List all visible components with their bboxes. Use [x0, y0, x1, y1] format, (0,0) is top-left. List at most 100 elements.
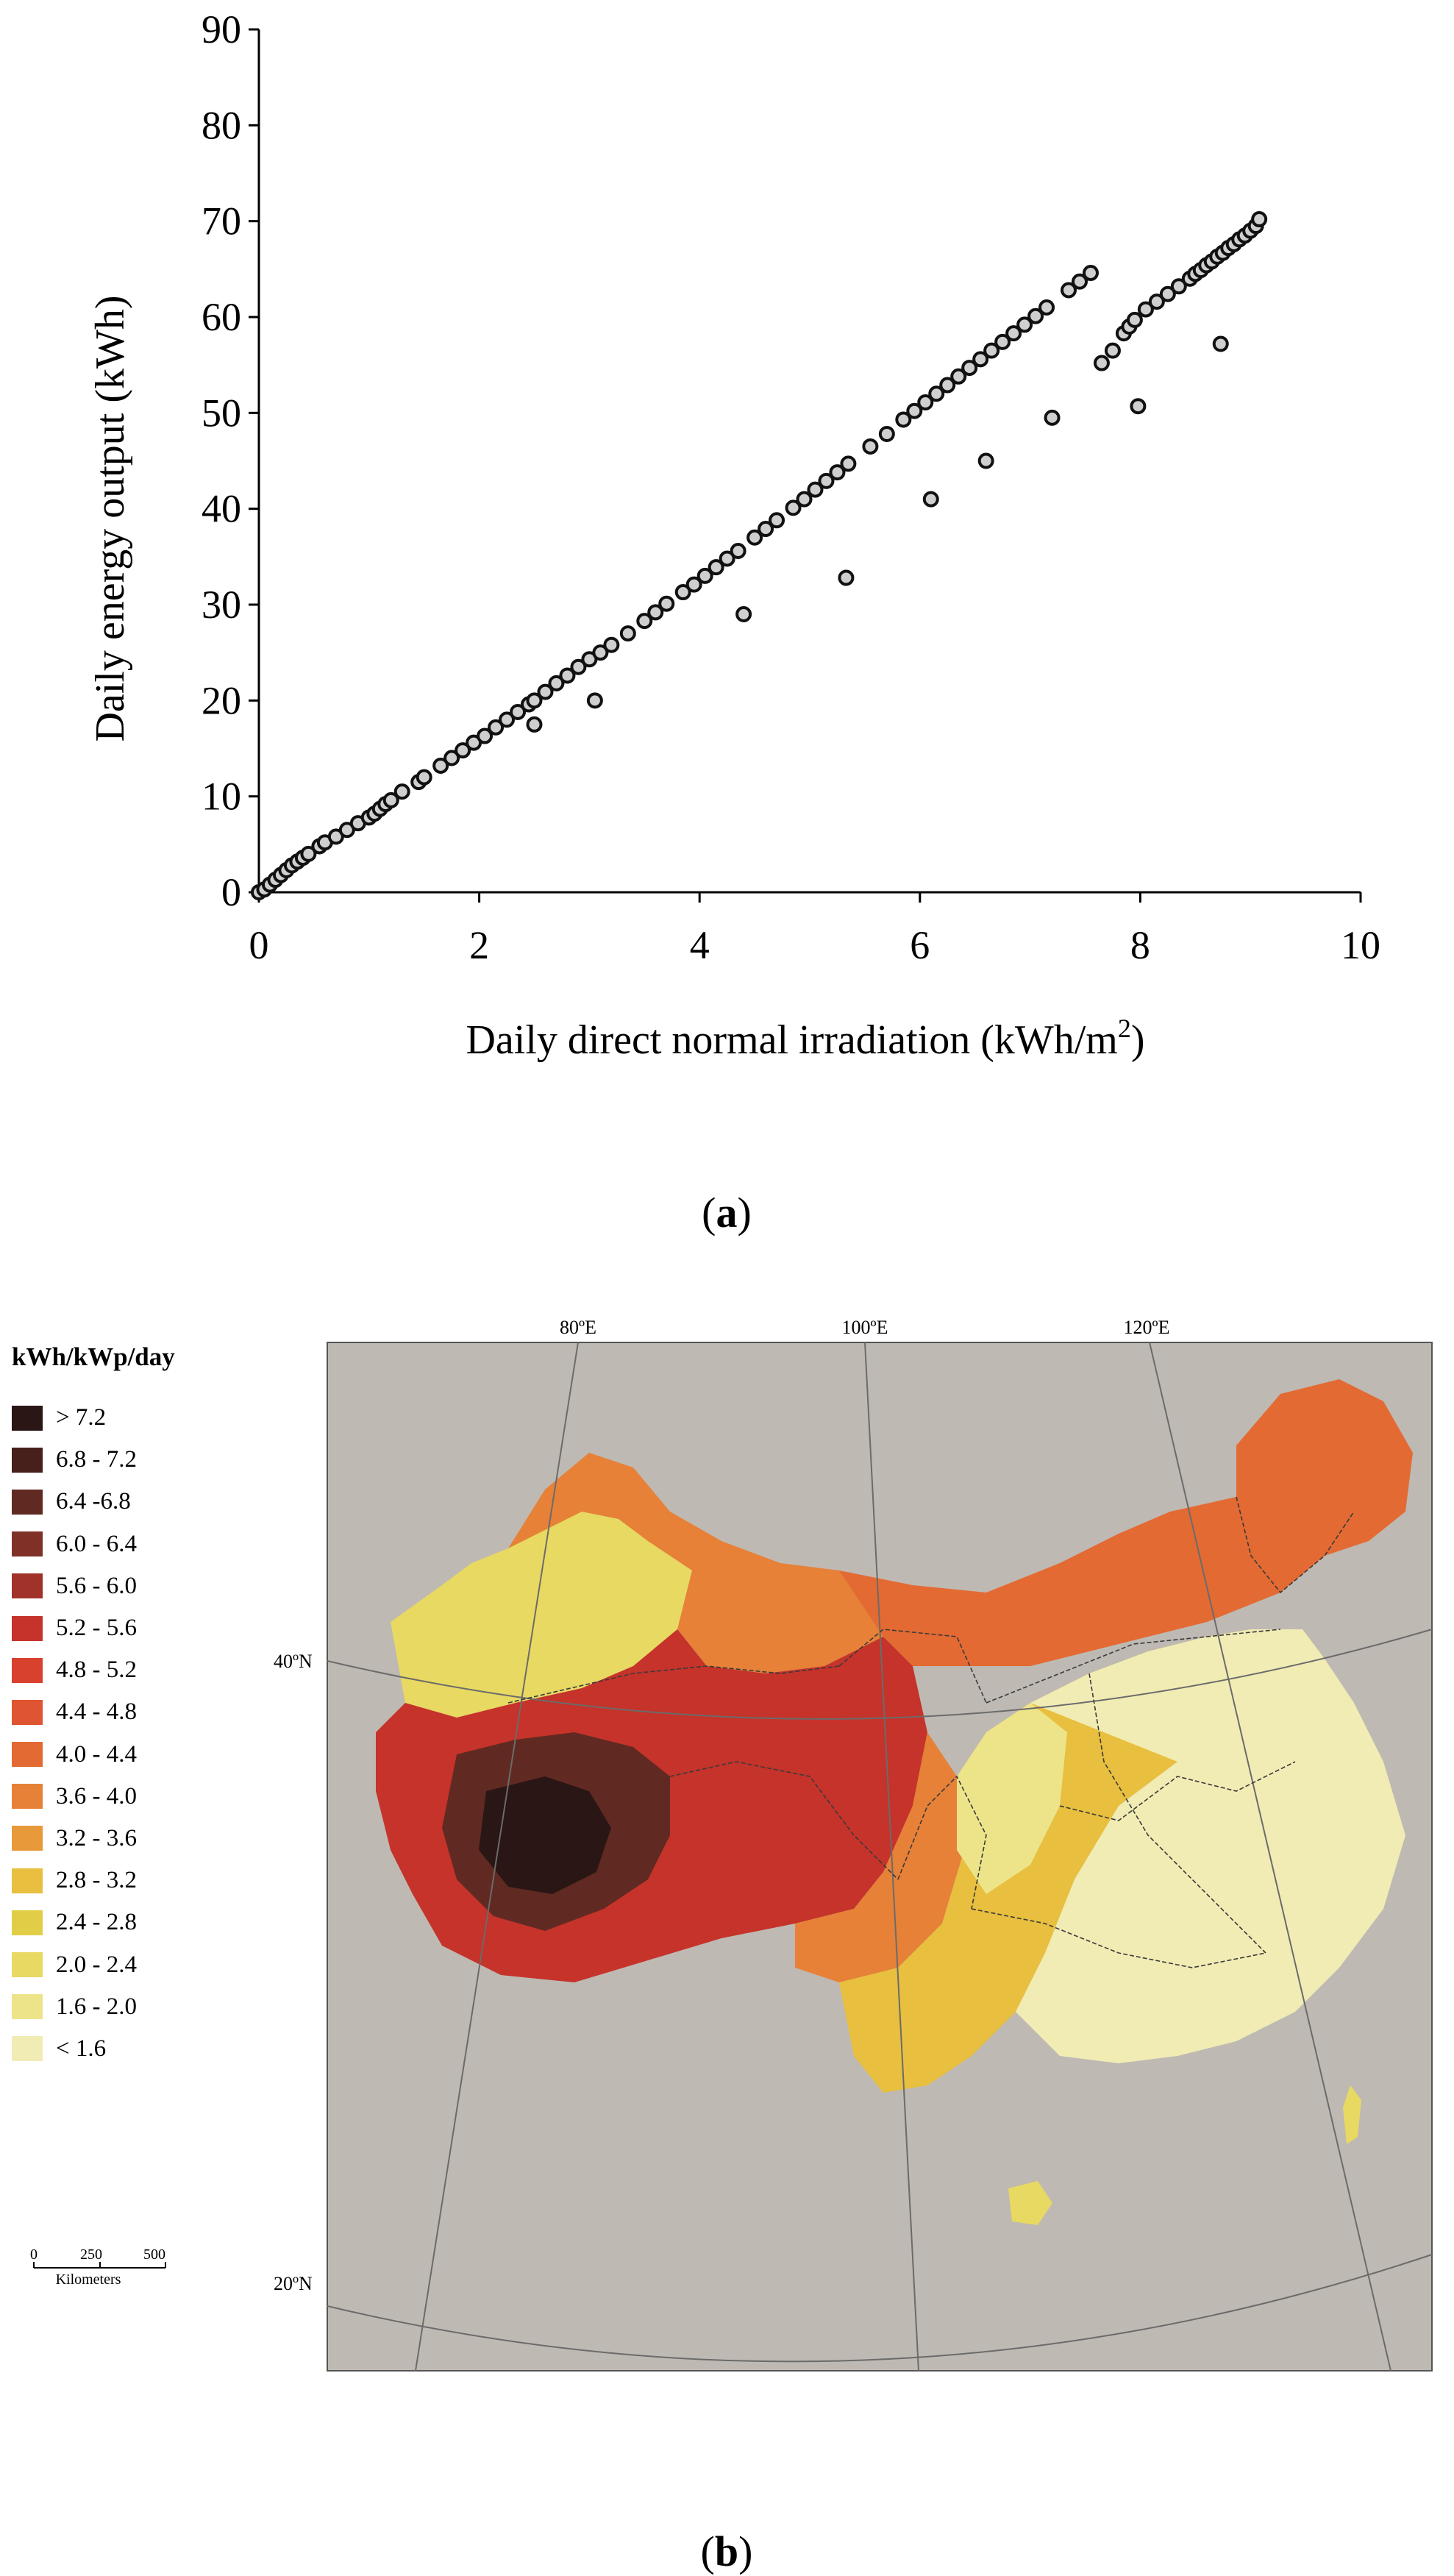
data-point: [994, 333, 1011, 350]
data-point: [696, 567, 713, 584]
legend-label: > 7.2: [56, 1404, 107, 1431]
panel-letter-a: a: [716, 1189, 738, 1237]
data-point: [862, 438, 879, 455]
y-tick-label: 40: [202, 487, 241, 531]
data-point: [1093, 355, 1110, 371]
data-point: [526, 716, 543, 733]
data-point: [922, 491, 939, 508]
data-point: [769, 512, 785, 529]
data-point: [1137, 301, 1154, 318]
data-point: [878, 426, 895, 443]
legend-swatch: [12, 1699, 43, 1725]
legend-item: 3.6 - 4.0: [10, 1776, 319, 1818]
scale-unit: Kilometers: [56, 2271, 121, 2288]
data-point: [1251, 211, 1268, 228]
data-point: [393, 783, 410, 800]
legend-swatch: [12, 2036, 43, 2062]
legend-label: 1.6 - 2.0: [56, 1993, 137, 2020]
data-point: [1082, 265, 1099, 282]
data-point: [559, 667, 576, 684]
china-pv-map: 80ºE 100ºE 120ºE: [324, 1320, 1435, 2377]
region-west-yellow: [391, 1512, 692, 1718]
data-point: [939, 377, 956, 394]
data-point: [961, 360, 978, 377]
data-point: [735, 606, 752, 623]
data-point: [537, 683, 554, 700]
data-point: [1061, 282, 1077, 299]
legend-label: 2.4 - 2.8: [56, 1909, 137, 1936]
legend-label: 5.6 - 6.0: [56, 1572, 137, 1599]
data-point: [746, 529, 763, 546]
data-point: [382, 791, 399, 808]
data-point: [972, 351, 989, 368]
legend-label: 4.8 - 5.2: [56, 1657, 137, 1684]
legend-item: 2.4 - 2.8: [10, 1901, 319, 1943]
y-tick-label: 20: [202, 678, 241, 722]
border-tibet-north: [507, 1665, 840, 1704]
data-point: [917, 394, 934, 410]
map-regions: [376, 1379, 1413, 2225]
data-point: [526, 692, 543, 709]
legend-item: 4.4 - 4.8: [10, 1691, 319, 1733]
data-point: [636, 613, 653, 630]
data-point: [818, 472, 835, 489]
region-east-pale: [1016, 1629, 1405, 2063]
legend-swatch: [12, 1573, 43, 1599]
data-point: [510, 703, 527, 720]
data-point: [300, 845, 317, 862]
panel-letter-b: b: [714, 2527, 739, 2575]
data-point: [619, 625, 636, 642]
data-point: [758, 521, 774, 538]
legend-swatch: [12, 1405, 43, 1431]
data-point: [950, 368, 967, 385]
data-point: [1072, 273, 1088, 290]
data-point: [928, 385, 945, 402]
scale-tick-500: 500: [143, 2247, 165, 2263]
border-qinghai: [669, 1761, 899, 1880]
data-point: [796, 491, 813, 508]
legend-item: 6.8 - 7.2: [10, 1439, 319, 1481]
border-east: [1088, 1673, 1266, 1954]
y-tick-label: 30: [202, 583, 241, 627]
map-legend: kWh/kWp/day > 7.2 6.8 - 7.2 6.4 -6.8 6.0 - …: [10, 1342, 319, 2070]
data-point: [1126, 311, 1143, 328]
meridian-120e: [1149, 1342, 1391, 2372]
legend-item: 6.4 -6.8: [10, 1481, 319, 1523]
meridian-100e: [864, 1342, 919, 2372]
region-taiwan: [1343, 2085, 1361, 2144]
border-gansu: [838, 1629, 987, 1704]
data-point: [906, 402, 923, 419]
legend-label: 5.2 - 5.6: [56, 1615, 137, 1642]
legend-swatch: [12, 1447, 43, 1473]
data-point: [416, 769, 432, 786]
legend-item: 5.2 - 5.6: [10, 1607, 319, 1649]
legend-swatch: [12, 1868, 43, 1893]
data-point: [603, 636, 620, 653]
legend-label: 3.6 - 4.0: [56, 1782, 137, 1810]
data-point: [455, 742, 471, 759]
label-80e: 80ºE: [560, 1320, 596, 1338]
legend-swatch: [12, 1531, 43, 1557]
legend-rows: > 7.2 6.8 - 7.2 6.4 -6.8 6.0 - 6.4 5.6 - 6.0…: [10, 1397, 319, 2070]
data-point: [977, 452, 994, 469]
data-point: [895, 411, 912, 428]
legend-label: 3.2 - 3.6: [56, 1824, 137, 1851]
data-point: [983, 342, 1000, 359]
data-point: [592, 644, 609, 661]
legend-item: 1.6 - 2.0: [10, 1986, 319, 2028]
legend-swatch: [12, 1742, 43, 1768]
label-100e: 100ºE: [842, 1320, 888, 1338]
region-sichuan-pale: [957, 1703, 1067, 1894]
legend-item: < 1.6: [10, 2028, 319, 2070]
data-point: [586, 692, 603, 709]
legend-swatch: [12, 1784, 43, 1810]
y-tick-label: 50: [202, 391, 241, 435]
province-borders: [507, 1496, 1355, 1968]
border-sichuan: [897, 1775, 987, 1910]
x-tick-label: 2: [469, 923, 489, 967]
legend-label: 2.8 - 3.2: [56, 1867, 137, 1894]
border-central: [1059, 1761, 1296, 1821]
legend-item: 2.0 - 2.4: [10, 1943, 319, 1985]
data-point: [548, 675, 565, 691]
data-point: [730, 543, 746, 560]
